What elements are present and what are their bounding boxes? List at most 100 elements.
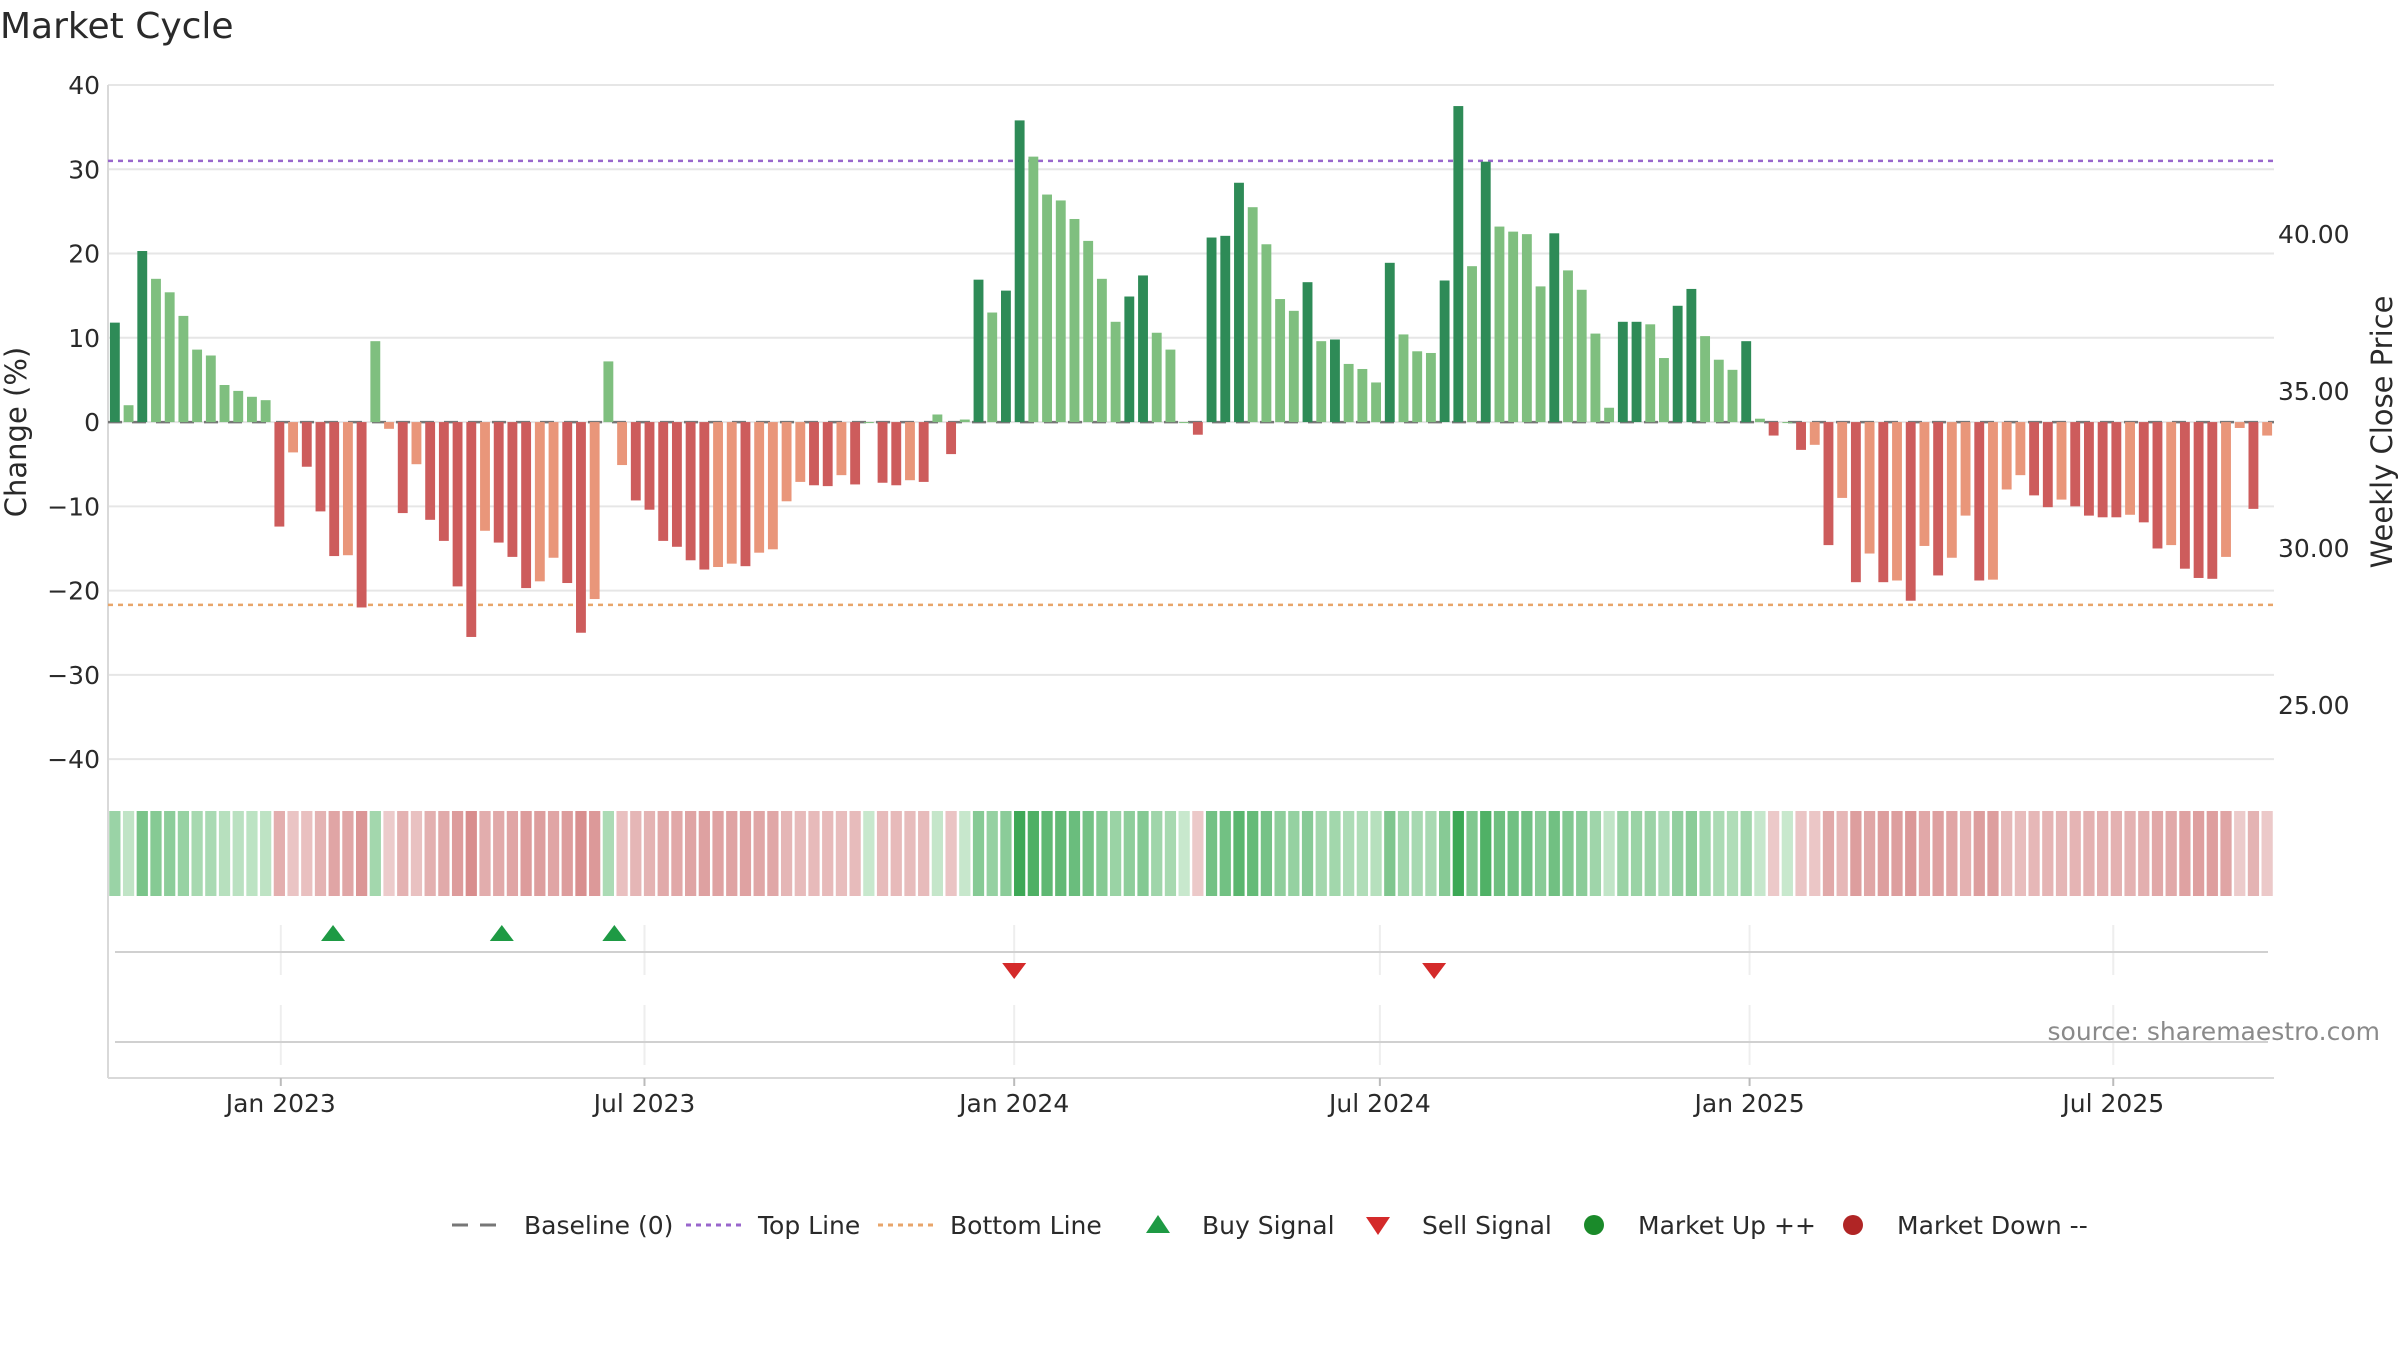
change-bar bbox=[1604, 407, 1615, 423]
heat-cell bbox=[1219, 811, 1231, 896]
change-bar bbox=[521, 422, 532, 589]
heat-cell bbox=[246, 811, 258, 896]
heat-cell bbox=[1452, 811, 1464, 896]
y-tick-label: 30 bbox=[68, 155, 100, 184]
heat-cell bbox=[1850, 811, 1862, 896]
change-bar bbox=[1014, 120, 1025, 423]
change-bar bbox=[973, 279, 984, 423]
heat-cell bbox=[1438, 811, 1451, 896]
change-bar bbox=[932, 414, 943, 423]
heat-cell bbox=[438, 811, 450, 896]
change-bar bbox=[891, 422, 902, 486]
heat-cell bbox=[1137, 811, 1149, 896]
heat-cell bbox=[1918, 811, 1931, 896]
change-bar bbox=[466, 422, 477, 637]
heat-cell bbox=[273, 811, 285, 896]
heat-cell bbox=[2097, 811, 2109, 896]
change-bar bbox=[2111, 422, 2122, 518]
y-tick-label: −40 bbox=[47, 745, 100, 774]
change-bar bbox=[2248, 422, 2259, 509]
heat-cell bbox=[822, 811, 834, 896]
heat-cell bbox=[1946, 811, 1958, 896]
heat-cell bbox=[2261, 811, 2273, 896]
change-bar bbox=[822, 422, 833, 487]
change-bar bbox=[1069, 218, 1080, 423]
heat-cell bbox=[1082, 811, 1094, 896]
heat-cell bbox=[2179, 811, 2191, 896]
heat-cell bbox=[2069, 811, 2081, 896]
heat-cell bbox=[260, 811, 272, 896]
y2-axis-label: Weekly Close Price bbox=[2365, 296, 2399, 569]
change-bar bbox=[1905, 422, 1916, 601]
change-bar bbox=[425, 422, 436, 520]
change-bar bbox=[1864, 422, 1875, 554]
heat-cell bbox=[1274, 811, 1286, 896]
change-bar bbox=[946, 422, 957, 455]
heat-cell bbox=[424, 811, 436, 896]
change-bar bbox=[480, 422, 490, 531]
heat-cell bbox=[739, 811, 752, 896]
change-bar bbox=[233, 390, 244, 423]
heat-cell bbox=[2110, 811, 2122, 896]
heat-cell bbox=[1109, 811, 1122, 896]
heat-cell bbox=[1151, 811, 1163, 896]
heat-cell bbox=[218, 811, 231, 896]
change-bar bbox=[1179, 422, 1190, 424]
change-bar bbox=[1754, 418, 1765, 423]
change-bar bbox=[1741, 341, 1752, 423]
change-bar bbox=[2166, 422, 2177, 546]
change-bar bbox=[1946, 422, 1957, 558]
change-bar bbox=[1508, 231, 1519, 423]
y-tick-label: 0 bbox=[84, 408, 100, 437]
change-bar bbox=[548, 422, 559, 558]
change-bar bbox=[2207, 422, 2218, 579]
y2-tick-label: 30.00 bbox=[2278, 534, 2350, 563]
heat-cell bbox=[2124, 811, 2136, 896]
heat-cell bbox=[369, 811, 381, 896]
heat-cell bbox=[1781, 811, 1793, 896]
heat-cell bbox=[177, 811, 190, 896]
change-bar bbox=[205, 355, 216, 423]
heat-cell bbox=[355, 811, 368, 896]
heat-cell bbox=[1973, 811, 1985, 896]
buy-signal-marker bbox=[489, 925, 514, 941]
heat-cell bbox=[287, 811, 299, 896]
heat-cell bbox=[2055, 811, 2068, 896]
heat-cell bbox=[904, 811, 916, 896]
legend-buy-icon bbox=[1146, 1215, 1170, 1233]
change-bar bbox=[1645, 324, 1656, 423]
y2-tick-label: 40.00 bbox=[2278, 220, 2350, 249]
heat-cell bbox=[972, 811, 985, 896]
heat-cell bbox=[1672, 811, 1684, 896]
change-bar bbox=[1371, 382, 1382, 423]
change-bar bbox=[754, 422, 765, 553]
heat-cell bbox=[205, 811, 217, 896]
change-bar bbox=[1535, 286, 1546, 423]
change-bar bbox=[1096, 278, 1107, 423]
y-tick-label: −20 bbox=[47, 577, 100, 606]
change-bar bbox=[1398, 334, 1409, 423]
x-tick-label: Jan 2023 bbox=[224, 1089, 336, 1118]
heat-cell bbox=[616, 811, 628, 896]
change-bar bbox=[1672, 305, 1683, 423]
change-bar bbox=[452, 422, 463, 587]
heat-cell bbox=[2001, 811, 2013, 896]
change-bar bbox=[1480, 161, 1491, 423]
heat-cell bbox=[2151, 811, 2164, 896]
change-bar bbox=[109, 322, 120, 423]
change-bar bbox=[1124, 296, 1135, 423]
y-tick-label: −10 bbox=[47, 492, 100, 521]
heat-cell bbox=[506, 811, 519, 896]
heat-cell bbox=[1863, 811, 1876, 896]
change-bar bbox=[863, 422, 874, 424]
change-bar bbox=[178, 315, 189, 423]
change-bar bbox=[2015, 422, 2026, 476]
change-bar bbox=[384, 422, 394, 429]
change-bar bbox=[630, 422, 641, 501]
heat-cell bbox=[1192, 811, 1204, 896]
heat-cell bbox=[657, 811, 669, 896]
heat-cell bbox=[767, 811, 779, 896]
heat-cell bbox=[1905, 811, 1917, 896]
